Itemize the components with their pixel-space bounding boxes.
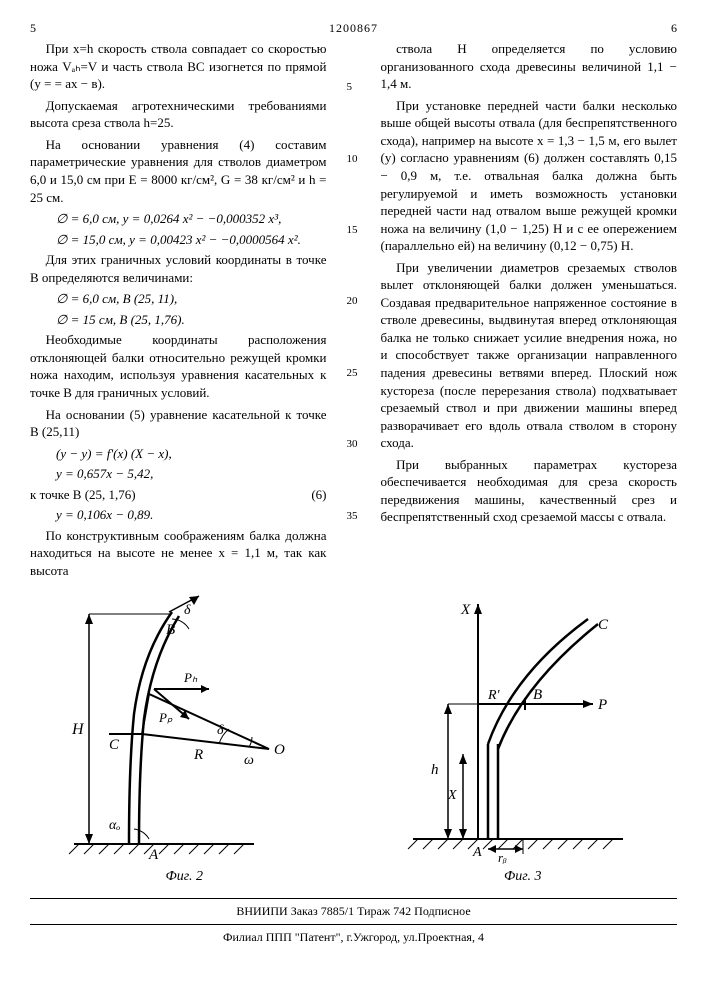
left-column: При x=h скорость ствола совпада­ет со ск… xyxy=(30,40,327,583)
doc-number: 1200867 xyxy=(329,20,378,36)
col-num-right: 6 xyxy=(671,20,677,36)
label-A: A xyxy=(472,845,482,860)
label-B: B xyxy=(533,687,542,703)
line-num: 10 xyxy=(347,152,361,167)
fig2-caption: Фиг. 2 xyxy=(54,868,314,887)
label-delta2: δ xyxy=(217,723,224,738)
diagrams-row: B δ Pₕ Pₚ H C R δ ω O αₒ A Фиг. 2 xyxy=(30,594,677,887)
label-R: R xyxy=(193,747,203,763)
label-rB: rᵦ xyxy=(498,850,507,864)
label-X: X xyxy=(460,602,471,618)
formula: ∅ = 6,0 см, y = 0,0264 x² − −0,000352 x³… xyxy=(56,210,327,228)
label-B: B xyxy=(166,622,175,638)
formula-num: (6) xyxy=(311,486,326,504)
formula-text: к точке B (25, 1,76) xyxy=(30,486,136,504)
col-num-left: 5 xyxy=(30,20,36,36)
para: При выбранных параметрах кусторе­за обес… xyxy=(381,456,678,526)
line-num: 30 xyxy=(347,437,361,452)
label-P: P xyxy=(597,697,607,713)
line-num: 20 xyxy=(347,294,361,309)
formula: ∅ = 15 см, B (25, 1,76). xyxy=(56,311,327,329)
fig3-caption: Фиг. 3 xyxy=(393,868,653,887)
formula: y = 0,106x − 0,89. xyxy=(56,506,327,524)
formula: ∅ = 15,0 см, y = 0,00423 x² − −0,0000564… xyxy=(56,231,327,249)
para: При увеличении диаметров срезае­мых ство… xyxy=(381,259,678,452)
label-H: H xyxy=(71,721,85,738)
para: При установке передней части балки неско… xyxy=(381,97,678,255)
figure-3: X C R' B P h X A rᵦ Фиг. 3 xyxy=(393,594,653,887)
label-O: O xyxy=(274,742,285,758)
label-delta: δ xyxy=(184,603,191,618)
formula: ∅ = 6,0 см, B (25, 11), xyxy=(56,290,327,308)
figure-2: B δ Pₕ Pₚ H C R δ ω O αₒ A Фиг. 2 xyxy=(54,594,314,887)
label-R: R' xyxy=(487,688,501,703)
label-C: C xyxy=(598,617,609,633)
line-num: 35 xyxy=(347,509,361,524)
line-num: 25 xyxy=(347,366,361,381)
formula: y = 0,657x − 5,42, xyxy=(56,465,327,483)
para: ствола H определяется по условию организ… xyxy=(381,40,678,93)
label-Ph: Pₕ xyxy=(183,670,198,685)
label-Pp: Pₚ xyxy=(158,710,173,725)
formula-numbered: к точке B (25, 1,76) (6) xyxy=(30,486,327,504)
para: Для этих граничных условий коор­динаты в… xyxy=(30,251,327,286)
para: На основании (5) урав­нение касательной … xyxy=(30,406,327,441)
right-column: ствола H определяется по условию организ… xyxy=(381,40,678,583)
text-columns: При x=h скорость ствола совпада­ет со ск… xyxy=(30,40,677,583)
formula: (y − y) = f'(x) (X − x), xyxy=(56,445,327,463)
label-alpha: αₒ xyxy=(109,818,120,833)
para: По конструктивным соображениям балка дол… xyxy=(30,527,327,580)
para: При x=h скорость ствола совпада­ет со ск… xyxy=(30,40,327,93)
line-num: 5 xyxy=(347,80,361,95)
footer: ВНИИПИ Заказ 7885/1 Тираж 742 Подписное … xyxy=(30,898,677,944)
label-A: A xyxy=(148,847,159,863)
footer-line2: Филиал ППП "Патент", г.Ужгород, ул.Проек… xyxy=(30,929,677,945)
label-C: C xyxy=(109,737,120,753)
para: На основании уравнения (4) соста­вим пар… xyxy=(30,136,327,206)
label-h: h xyxy=(431,762,439,778)
footer-line1: ВНИИПИ Заказ 7885/1 Тираж 742 Подписное xyxy=(30,903,677,919)
label-x: X xyxy=(447,788,457,803)
line-numbers: 5 10 15 20 25 30 35 xyxy=(347,40,361,583)
para: Необходимые координаты располо­жения отк… xyxy=(30,331,327,401)
line-num: 15 xyxy=(347,223,361,238)
label-omega: ω xyxy=(244,753,254,768)
para: Допускаемая агротехническими тре­бования… xyxy=(30,97,327,132)
